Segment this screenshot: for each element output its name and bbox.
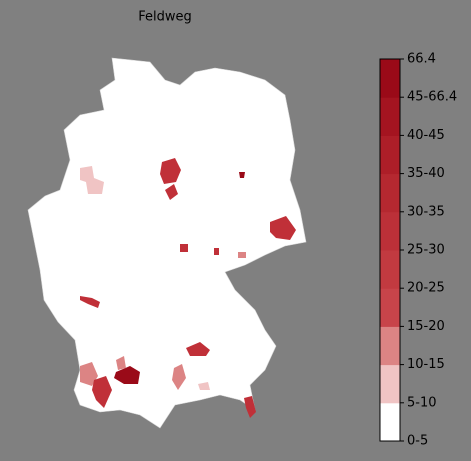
region bbox=[114, 366, 140, 384]
colorbar-segment bbox=[380, 59, 400, 98]
region bbox=[80, 362, 98, 386]
colorbar: 0-5 5-10 10-15 15-20 20-25 25-30 30-35 35-40 40-… bbox=[379, 52, 457, 449]
region bbox=[198, 382, 210, 390]
colorbar-label: 10-15 bbox=[407, 357, 445, 372]
map-title: Feldweg bbox=[138, 10, 192, 25]
colorbar-label: 0-5 bbox=[407, 434, 428, 449]
colorbar-label: 5-10 bbox=[407, 395, 437, 410]
colorbar-segment bbox=[380, 211, 400, 251]
colorbar-segment bbox=[380, 326, 400, 366]
region bbox=[116, 356, 126, 370]
region bbox=[244, 396, 256, 418]
region bbox=[160, 158, 181, 184]
colorbar-label: 45-66.4 bbox=[407, 90, 457, 105]
colorbar-segment bbox=[380, 364, 400, 404]
region bbox=[239, 172, 245, 178]
colorbar-segment bbox=[380, 173, 400, 213]
germany-map bbox=[27, 57, 307, 429]
region bbox=[180, 244, 188, 252]
colorbar-label: 35-40 bbox=[407, 166, 445, 181]
region bbox=[80, 296, 100, 308]
colorbar-segment bbox=[380, 135, 400, 175]
colorbar-label: 20-25 bbox=[407, 281, 445, 296]
colorbar-segment bbox=[380, 288, 400, 327]
colorbar-label: 30-35 bbox=[407, 204, 445, 219]
colorbar-segment bbox=[380, 402, 400, 442]
colorbar-label: 25-30 bbox=[407, 243, 445, 258]
region bbox=[92, 376, 112, 408]
colorbar-label: 66.4 bbox=[407, 52, 436, 67]
region bbox=[80, 166, 104, 194]
country-outline bbox=[27, 57, 307, 429]
region bbox=[214, 248, 219, 255]
region bbox=[172, 364, 186, 390]
colorbar-segment bbox=[380, 250, 400, 289]
region bbox=[270, 216, 296, 240]
colorbar-segment bbox=[380, 97, 400, 136]
colorbar-label: 40-45 bbox=[407, 128, 445, 143]
region bbox=[186, 342, 210, 356]
colorbar-label: 15-20 bbox=[407, 319, 445, 334]
region bbox=[238, 252, 246, 258]
region bbox=[165, 184, 178, 200]
